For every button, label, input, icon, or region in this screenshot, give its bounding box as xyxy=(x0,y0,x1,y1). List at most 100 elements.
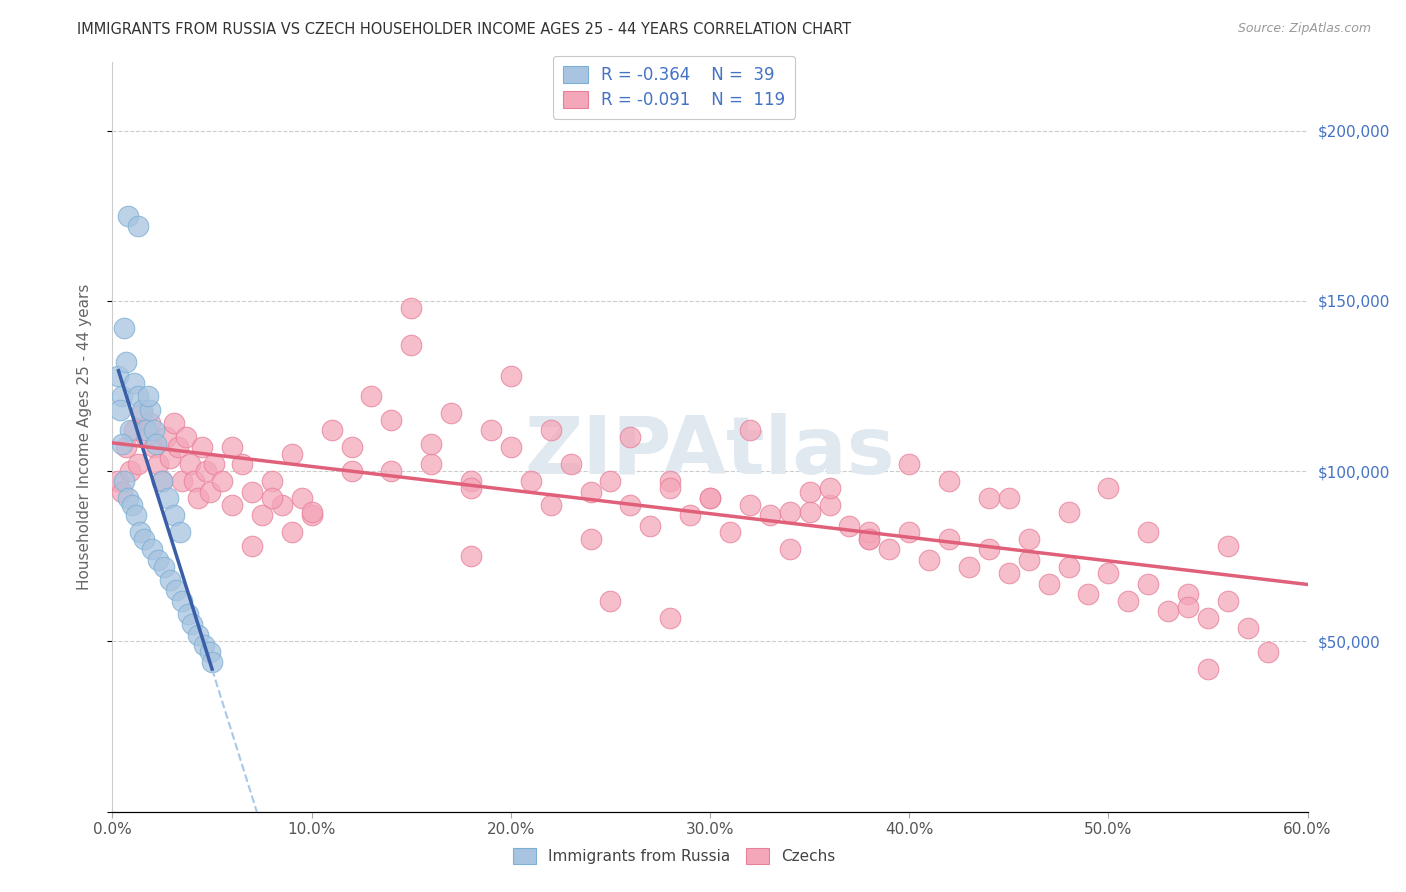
Point xyxy=(1018,533,1040,547)
Point xyxy=(898,525,921,540)
Point xyxy=(221,498,243,512)
Point xyxy=(659,475,682,489)
Point xyxy=(179,458,201,472)
Point xyxy=(1137,576,1160,591)
Text: ZIPAtlas: ZIPAtlas xyxy=(524,413,896,491)
Point xyxy=(148,458,170,472)
Point xyxy=(540,423,562,437)
Point xyxy=(198,484,221,499)
Point xyxy=(779,505,801,519)
Point xyxy=(141,542,163,557)
Text: Source: ZipAtlas.com: Source: ZipAtlas.com xyxy=(1237,22,1371,36)
Point xyxy=(659,610,682,624)
Point xyxy=(163,508,186,523)
Point xyxy=(202,458,225,472)
Point xyxy=(124,376,146,390)
Point xyxy=(115,440,138,454)
Point xyxy=(163,417,186,431)
Point xyxy=(114,475,135,489)
Point xyxy=(183,475,205,489)
Point xyxy=(1216,539,1239,553)
Point xyxy=(898,458,921,472)
Point xyxy=(938,533,960,547)
Point xyxy=(918,552,941,566)
Point xyxy=(124,423,146,437)
Point xyxy=(679,508,702,523)
Point xyxy=(148,552,170,566)
Point xyxy=(938,475,960,489)
Point xyxy=(579,484,602,499)
Point xyxy=(738,498,761,512)
Point xyxy=(718,525,741,540)
Point xyxy=(838,518,860,533)
Point xyxy=(169,525,191,540)
Point xyxy=(291,491,314,506)
Point xyxy=(879,542,901,557)
Point xyxy=(139,402,162,417)
Point xyxy=(135,423,157,437)
Point xyxy=(177,607,200,622)
Point xyxy=(1237,621,1260,635)
Point xyxy=(998,566,1021,581)
Point xyxy=(1097,481,1119,495)
Point xyxy=(193,638,215,652)
Point xyxy=(240,484,263,499)
Point xyxy=(1197,662,1219,676)
Point xyxy=(107,368,129,383)
Point xyxy=(150,475,173,489)
Point xyxy=(460,481,482,495)
Point xyxy=(111,484,134,499)
Point xyxy=(520,475,543,489)
Point xyxy=(1118,593,1140,607)
Point xyxy=(240,539,263,553)
Point xyxy=(340,464,363,478)
Point xyxy=(187,627,209,641)
Point xyxy=(167,440,190,454)
Point xyxy=(117,491,139,506)
Point xyxy=(1157,604,1180,618)
Point xyxy=(165,583,187,598)
Point xyxy=(479,423,502,437)
Point xyxy=(401,338,423,352)
Point xyxy=(619,498,641,512)
Point xyxy=(321,423,343,437)
Y-axis label: Householder Income Ages 25 - 44 years: Householder Income Ages 25 - 44 years xyxy=(77,284,91,591)
Point xyxy=(380,413,402,427)
Point xyxy=(499,368,522,383)
Point xyxy=(977,491,1000,506)
Point xyxy=(127,389,149,403)
Point xyxy=(127,219,149,233)
Point xyxy=(143,440,166,454)
Point xyxy=(211,475,233,489)
Point xyxy=(281,525,304,540)
Point xyxy=(977,542,1000,557)
Point xyxy=(540,498,562,512)
Point xyxy=(143,423,166,437)
Point xyxy=(420,458,443,472)
Point xyxy=(155,430,177,444)
Point xyxy=(131,402,153,417)
Point xyxy=(640,518,662,533)
Point xyxy=(420,437,443,451)
Point xyxy=(779,542,801,557)
Point xyxy=(1216,593,1239,607)
Point xyxy=(340,440,363,454)
Point xyxy=(1038,576,1060,591)
Point xyxy=(198,645,221,659)
Point xyxy=(1057,505,1080,519)
Point xyxy=(260,491,283,506)
Point xyxy=(440,406,463,420)
Point xyxy=(858,533,880,547)
Point xyxy=(799,484,821,499)
Point xyxy=(560,458,582,472)
Point xyxy=(699,491,721,506)
Point xyxy=(1197,610,1219,624)
Point xyxy=(659,481,682,495)
Point xyxy=(129,525,152,540)
Point xyxy=(145,437,167,451)
Point xyxy=(134,533,156,547)
Point xyxy=(135,430,157,444)
Point xyxy=(114,321,135,335)
Point xyxy=(1057,559,1080,574)
Point xyxy=(579,533,602,547)
